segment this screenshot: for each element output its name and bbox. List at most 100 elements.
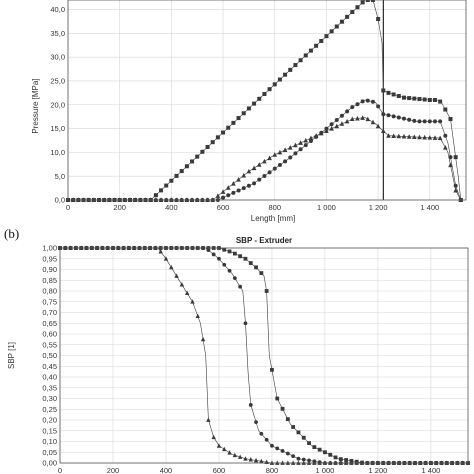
series-square-point — [365, 0, 370, 2]
sbp-y-ticks: 0,00 0,05 0,10 0,150,20 0,25 0,30 0,350,40 0,45… — [42, 244, 57, 468]
series-circle-point — [329, 122, 334, 127]
series-triangle-point — [303, 137, 309, 143]
series-triangle-point — [417, 134, 422, 140]
series-circle-point — [298, 147, 303, 152]
series-triangle-point — [396, 133, 402, 139]
y-tick-label: 0,45 — [42, 362, 57, 371]
series-triangle-line — [68, 117, 462, 201]
series-square-point — [232, 251, 237, 256]
x-tick-label: 1 400 — [422, 466, 441, 474]
series-square-point — [195, 154, 200, 159]
series-circle-point — [412, 118, 417, 123]
series-triangle-point — [248, 457, 253, 462]
series-triangle-point — [220, 189, 226, 194]
series-square-point — [221, 130, 226, 135]
series-square-point — [401, 95, 406, 100]
series-triangle-point — [427, 135, 433, 140]
series-square-point — [248, 261, 253, 265]
series-circle-point — [376, 104, 381, 109]
series-square-point — [298, 58, 303, 63]
series-square-point — [270, 367, 274, 372]
series-triangle-point — [232, 452, 238, 458]
pressure-y-axis-label: Pressure [MPa] — [31, 78, 40, 133]
series-triangle-point — [432, 135, 438, 140]
x-tick-label: 0 — [58, 466, 62, 474]
series-square-point — [370, 0, 375, 2]
series-circle-point — [427, 119, 432, 124]
series-triangle-point — [443, 145, 448, 150]
series-triangle-point — [215, 193, 221, 198]
series-circle-point — [254, 420, 258, 425]
y-tick-label: 0,00 — [42, 459, 57, 468]
series-circle-point — [303, 143, 308, 148]
series-triangle-point — [241, 172, 247, 178]
series-triangle-point — [339, 121, 345, 126]
series-circle-point — [232, 276, 237, 280]
series-circle-point — [355, 102, 360, 107]
series-square-point — [381, 88, 386, 93]
series-circle-point — [217, 256, 221, 261]
series-triangle-point — [277, 149, 283, 155]
series-circle-point — [222, 262, 227, 267]
series-triangle-point — [360, 115, 365, 120]
series-square-point — [296, 430, 301, 435]
y-tick-label: 30,0 — [50, 53, 65, 62]
x-tick-label: 800 — [268, 203, 281, 212]
series-triangle-point — [313, 133, 319, 138]
series-triangle-point — [195, 313, 200, 318]
sbp-chart-title: SBP - Extruder — [236, 236, 292, 245]
series-circle-point — [270, 443, 274, 448]
series-triangle-point — [324, 128, 329, 133]
x-tick-label: 1 000 — [316, 466, 335, 474]
y-tick-label: 0,80 — [42, 287, 57, 296]
y-tick-label: 25,0 — [50, 77, 65, 86]
series-triangle-point — [282, 147, 288, 152]
series-square-point — [448, 117, 453, 122]
series-circle-point — [448, 155, 453, 160]
series-circle-point — [345, 109, 350, 114]
series-triangle-point — [375, 123, 381, 129]
series-square-point — [246, 106, 251, 111]
series-triangle-point — [236, 176, 241, 182]
series-triangle-point — [386, 133, 391, 138]
series-square-point — [222, 247, 227, 252]
series-triangle-point — [243, 456, 248, 461]
series-square-point — [259, 271, 264, 275]
series-circle-point — [307, 458, 311, 463]
series-circle-point — [417, 119, 422, 124]
series-triangle-point — [365, 116, 371, 122]
y-tick-label: 0,0 — [55, 196, 65, 205]
series-square-point — [355, 5, 360, 10]
x-tick-label: 1 200 — [369, 466, 388, 474]
series-circle-point — [277, 163, 282, 168]
series-triangle-point — [344, 118, 350, 124]
y-tick-label: 0,25 — [42, 405, 57, 414]
series-circle-point — [334, 118, 339, 122]
series-triangle-point — [184, 290, 190, 296]
x-tick-label: 1 400 — [420, 203, 439, 212]
series-circle-point — [396, 115, 401, 120]
series-triangle-point — [380, 128, 386, 133]
series-square-point — [312, 445, 317, 449]
x-tick-label: 1 000 — [317, 203, 336, 212]
series-square-point — [288, 67, 293, 72]
series-square-point — [283, 72, 288, 77]
series-circle-point — [391, 114, 396, 119]
series-square-point — [329, 29, 334, 34]
series-circle-point — [211, 252, 216, 257]
series-square-point — [241, 111, 246, 116]
y-tick-label: 35,0 — [50, 29, 65, 38]
x-tick-label: 400 — [165, 203, 178, 212]
series-circle-point — [280, 449, 285, 453]
series-square-point — [184, 164, 189, 169]
x-tick-label: 800 — [266, 466, 279, 474]
pressure-x-axis-label: Length [mm] — [251, 214, 295, 223]
series-square-point — [301, 435, 306, 440]
series-circle-point — [443, 133, 448, 138]
series-square-point — [308, 48, 313, 53]
series-circle-point — [248, 403, 253, 407]
series-triangle-point — [179, 282, 185, 287]
series-circle-point — [288, 155, 293, 160]
series-triangle-point — [222, 446, 227, 452]
